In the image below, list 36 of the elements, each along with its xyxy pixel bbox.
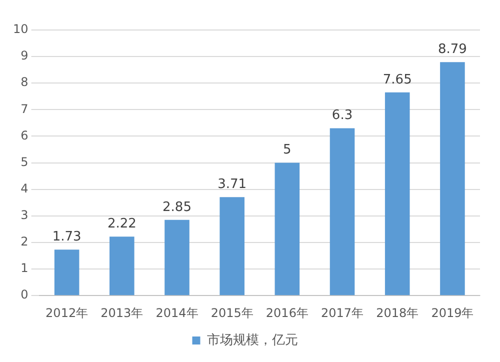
- y-tick-label: 3: [20, 208, 28, 222]
- bar: [384, 92, 410, 296]
- y-tick-label: 9: [20, 48, 28, 63]
- x-tick-label: 2016年: [266, 306, 308, 320]
- bar: [164, 220, 190, 296]
- x-tick-label: 2014年: [156, 306, 198, 320]
- y-tick-label: 4: [20, 181, 28, 196]
- x-tick-label: 2018年: [376, 306, 419, 320]
- bar: [440, 62, 465, 296]
- x-tick-label: 2017年: [321, 306, 364, 320]
- x-tick-label: 2012年: [46, 306, 88, 320]
- data-label: 2.22: [107, 216, 136, 232]
- y-tick-label: 0: [20, 288, 28, 302]
- data-label: 1.73: [52, 230, 82, 245]
- y-tick-label: 8: [20, 75, 28, 90]
- y-tick-label: 1: [20, 261, 28, 276]
- y-tick-label: 7: [20, 102, 28, 116]
- y-tick-label: 5: [20, 154, 28, 169]
- y-tick-label: 2: [20, 234, 28, 249]
- y-tick-label: 10: [12, 22, 28, 36]
- bar: [330, 128, 355, 296]
- bar: [54, 250, 80, 296]
- data-label: 5: [283, 142, 292, 158]
- bar: [220, 197, 244, 296]
- y-tick-label: 6: [20, 128, 28, 142]
- legend-label: 市场规模，亿元: [206, 332, 298, 348]
- x-tick-label: 2013年: [100, 306, 144, 320]
- x-tick-label: 2015年: [210, 306, 254, 320]
- data-label: 8.79: [438, 42, 467, 58]
- data-label: 6.3: [332, 108, 353, 124]
- data-label: 2.85: [162, 200, 192, 215]
- bar: [110, 236, 134, 296]
- x-tick-label: 2019年: [431, 306, 474, 320]
- data-label: 3.71: [218, 176, 247, 192]
- data-label: 7.65: [382, 72, 412, 88]
- bar: [274, 162, 300, 296]
